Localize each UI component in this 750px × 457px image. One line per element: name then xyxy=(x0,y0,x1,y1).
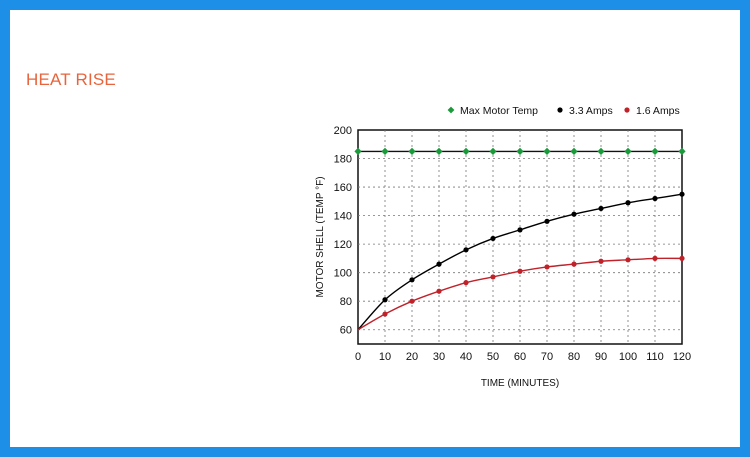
data-point xyxy=(679,191,685,197)
x-tick-label: 120 xyxy=(673,351,691,363)
data-point xyxy=(489,147,497,155)
y-tick-label: 60 xyxy=(340,325,352,337)
y-tick-label: 180 xyxy=(334,154,352,166)
data-point xyxy=(570,147,578,155)
y-tick-label: 140 xyxy=(334,211,352,223)
y-tick-label: 120 xyxy=(334,239,352,251)
x-axis-ticks: 0 10 20 30 40 50 60 70 80 90 100 110 120 xyxy=(355,351,691,363)
x-tick-label: 30 xyxy=(433,351,445,363)
grid-lines xyxy=(358,130,682,344)
x-tick-label: 20 xyxy=(406,351,418,363)
data-point xyxy=(409,277,415,283)
legend-label: 1.6 Amps xyxy=(636,105,680,117)
y-axis-ticks: 60 80 100 120 140 160 180 200 xyxy=(334,125,352,337)
x-tick-label: 60 xyxy=(514,351,526,363)
x-axis-label: TIME (MINUTES) xyxy=(481,378,559,389)
data-point xyxy=(544,218,550,224)
data-point xyxy=(490,274,496,280)
data-point xyxy=(651,147,659,155)
data-point xyxy=(678,147,686,155)
data-point xyxy=(516,147,524,155)
y-axis-label: MOTOR SHELL (TEMP °F) xyxy=(315,176,326,297)
x-tick-label: 100 xyxy=(619,351,637,363)
series-1-6-amps xyxy=(357,255,685,331)
legend-label: Max Motor Temp xyxy=(460,105,538,117)
data-point xyxy=(652,255,658,261)
series-3-3-amps xyxy=(357,191,685,331)
x-tick-label: 90 xyxy=(595,351,607,363)
data-point xyxy=(463,280,469,286)
legend-item-1-6-amps: 1.6 Amps xyxy=(624,105,680,117)
data-point xyxy=(571,211,577,217)
series-layer xyxy=(354,147,686,331)
data-point xyxy=(624,147,632,155)
legend-item-max-motor-temp: Max Motor Temp xyxy=(447,105,538,117)
data-point xyxy=(436,288,442,294)
x-tick-label: 70 xyxy=(541,351,553,363)
y-tick-label: 160 xyxy=(334,182,352,194)
series-max-motor-temp xyxy=(354,147,686,155)
x-tick-label: 50 xyxy=(487,351,499,363)
x-tick-label: 40 xyxy=(460,351,472,363)
x-tick-label: 0 xyxy=(355,351,361,363)
data-point xyxy=(544,264,550,270)
data-point xyxy=(408,147,416,155)
x-tick-label: 80 xyxy=(568,351,580,363)
data-point xyxy=(625,200,631,206)
legend-item-3-3-amps: 3.3 Amps xyxy=(557,105,613,117)
data-point xyxy=(382,297,388,303)
data-point xyxy=(435,147,443,155)
data-point xyxy=(409,298,415,304)
data-point xyxy=(543,147,551,155)
y-tick-label: 200 xyxy=(334,125,352,137)
chart-legend: Max Motor Temp 3.3 Amps 1.6 Amps xyxy=(447,105,680,117)
data-point xyxy=(652,195,658,202)
data-point xyxy=(517,227,523,233)
data-point xyxy=(517,268,523,274)
data-point xyxy=(354,147,362,155)
data-point xyxy=(598,205,604,212)
x-tick-label: 110 xyxy=(646,351,664,363)
data-point xyxy=(598,258,604,264)
data-point xyxy=(462,147,470,155)
data-point xyxy=(597,147,605,155)
data-point xyxy=(382,311,388,317)
legend-label: 3.3 Amps xyxy=(569,105,613,117)
legend-marker xyxy=(624,107,630,113)
legend-marker xyxy=(557,107,563,113)
y-tick-label: 100 xyxy=(334,268,352,280)
y-tick-label: 80 xyxy=(340,296,352,308)
x-tick-label: 10 xyxy=(379,351,391,363)
data-point xyxy=(436,261,442,267)
data-point xyxy=(381,147,389,155)
data-point xyxy=(571,261,577,267)
data-point xyxy=(463,247,469,253)
data-point xyxy=(679,255,685,261)
data-point xyxy=(490,235,496,242)
data-point xyxy=(625,257,631,263)
legend-marker xyxy=(447,106,455,114)
page-heading: HEAT RISE xyxy=(26,70,116,89)
